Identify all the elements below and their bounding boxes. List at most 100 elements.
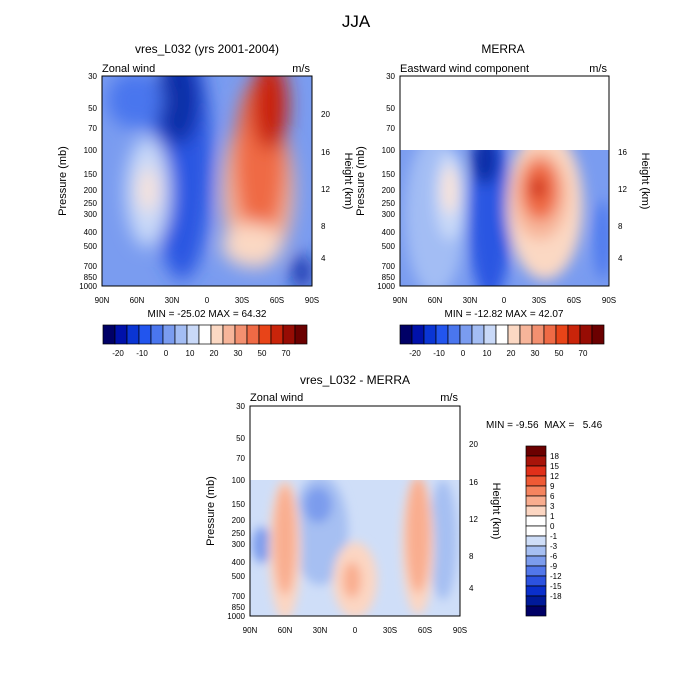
colorbar-swatch: [447, 324, 461, 345]
colorbar-swatch: [525, 605, 547, 617]
colorbar-swatch: [471, 324, 485, 345]
panel-2-xtick: 60S: [567, 296, 581, 305]
panel-1-units: m/s: [292, 63, 310, 75]
panel-2-xtick: 30S: [532, 296, 546, 305]
colorbar-label: -1: [550, 532, 558, 541]
colorbar-label: 6: [550, 492, 555, 501]
colorbar-label: 12: [550, 472, 559, 481]
panel-3-ytick: 250: [232, 529, 246, 538]
colorbar-swatch: [525, 515, 547, 527]
panel-3-ytick: 300: [232, 540, 246, 549]
panel-2-xtick: 90S: [602, 296, 616, 305]
colorbar-label: 20: [507, 349, 516, 358]
panel-3-colorbar: 18 15 12 9 6 3 1 0 -1 -3 -6 -9 -12 -15 -…: [525, 445, 562, 617]
colorbar-label: 70: [579, 349, 588, 358]
colorbar-swatch: [258, 324, 272, 345]
colorbar-swatch: [507, 324, 521, 345]
colorbar-label: 1: [550, 512, 555, 521]
panel-2-ytick: 400: [382, 228, 396, 237]
colorbar-swatch: [114, 324, 128, 345]
panel-3-xtick: 60S: [418, 626, 432, 635]
colorbar-swatch: [210, 324, 224, 345]
panel-1-left-label: Zonal wind: [102, 63, 155, 75]
panel-1-xtick: 60N: [130, 296, 145, 305]
panel-1-xtick: 0: [205, 296, 210, 305]
panel-2-right-ticks: 16 12 8 4: [618, 148, 627, 263]
panel-2-units: m/s: [589, 63, 607, 75]
panel-3-rtick: 16: [469, 478, 478, 487]
colorbar-label: -12: [550, 572, 562, 581]
panel-3-ytick: 150: [232, 500, 246, 509]
colorbar-swatch: [579, 324, 593, 345]
panel-1-stats: MIN = -25.02 MAX = 64.32: [148, 309, 267, 320]
colorbar-swatch: [531, 324, 545, 345]
panel-3-stats: MIN = -9.56 MAX = 5.46: [486, 420, 603, 431]
panel-2-colorbar-boxes: [399, 324, 605, 345]
panel-1-y-ticks: 30 50 70 100 150 200 250 300 400 500 700…: [79, 72, 97, 291]
colorbar-swatch: [282, 324, 296, 345]
colorbar-label: 3: [550, 502, 555, 511]
colorbar-swatch: [270, 324, 284, 345]
colorbar-swatch: [294, 324, 308, 345]
panel-1-colorbar-boxes: [102, 324, 308, 345]
panel-2-ytick: 50: [386, 104, 395, 113]
colorbar-label: 15: [550, 462, 559, 471]
colorbar-label: 10: [483, 349, 492, 358]
colorbar-label: 0: [164, 349, 169, 358]
colorbar-label: 30: [234, 349, 243, 358]
panel-2-ytick: 850: [382, 273, 396, 282]
colorbar-label: 9: [550, 482, 555, 491]
panel-1-colorbar: -20 -10 0 10 20 30 50 70: [102, 324, 308, 358]
colorbar-label: -3: [550, 542, 558, 551]
panel-3-x-ticks: 90N 60N 30N 0 30S 60S 90S: [243, 626, 467, 635]
panel-2-colorbar: -20 -10 0 10 20 30 50 70: [399, 324, 605, 358]
colorbar-swatch: [525, 545, 547, 557]
panel-1: vres_L032 (yrs 2001-2004) Zonal wind m/s…: [57, 42, 354, 358]
panel-3-ytick: 500: [232, 572, 246, 581]
colorbar-swatch: [138, 324, 152, 345]
colorbar-label: -6: [550, 552, 558, 561]
colorbar-swatch: [423, 324, 437, 345]
colorbar-swatch: [555, 324, 569, 345]
panel-2-ytick: 300: [382, 210, 396, 219]
panel-3-ytick: 100: [232, 476, 246, 485]
colorbar-label: -20: [112, 349, 124, 358]
colorbar-label: -10: [433, 349, 445, 358]
colorbar-swatch: [102, 324, 116, 345]
panel-3-ytick: 50: [236, 434, 245, 443]
panel-1-region-easterly-core: [156, 76, 200, 145]
panel-3-rtick: 20: [469, 440, 478, 449]
panel-3-ytick: 400: [232, 558, 246, 567]
colorbar-swatch: [525, 445, 547, 457]
panel-2-rtick: 12: [618, 185, 627, 194]
panel-1-region-polar: [292, 254, 312, 286]
colorbar-swatch: [525, 465, 547, 477]
panel-1-xtick: 60S: [270, 296, 284, 305]
panel-1-right-label: Height (km): [342, 153, 354, 210]
colorbar-label: 20: [210, 349, 219, 358]
panel-1-rtick: 8: [321, 222, 326, 231]
panel-3-ytick: 850: [232, 603, 246, 612]
panel-1-ytick: 70: [88, 124, 97, 133]
colorbar-swatch: [525, 575, 547, 587]
panel-1-rtick: 20: [321, 110, 330, 119]
colorbar-label: -20: [409, 349, 421, 358]
colorbar-label: -18: [550, 592, 562, 601]
panel-1-ytick: 250: [84, 199, 98, 208]
panel-3-ytick: 70: [236, 454, 245, 463]
panel-3-xtick: 60N: [278, 626, 293, 635]
panel-2-contour-field: [400, 150, 609, 286]
colorbar-swatch: [435, 324, 449, 345]
colorbar-swatch: [459, 324, 473, 345]
panel-2-rtick: 8: [618, 222, 623, 231]
colorbar-swatch: [483, 324, 497, 345]
panel-2-rtick: 16: [618, 148, 627, 157]
panel-2-y-ticks: 30 50 70 100 150 200 250 300 400 500 700…: [377, 72, 395, 291]
panel-1-title: vres_L032 (yrs 2001-2004): [135, 42, 279, 56]
panel-1-ytick: 500: [84, 242, 98, 251]
panel-1-ytick: 200: [84, 186, 98, 195]
panel-3-units: m/s: [440, 392, 458, 404]
colorbar-swatch: [525, 485, 547, 497]
panel-2-ytick: 250: [382, 199, 396, 208]
panel-3-xtick: 0: [353, 626, 358, 635]
